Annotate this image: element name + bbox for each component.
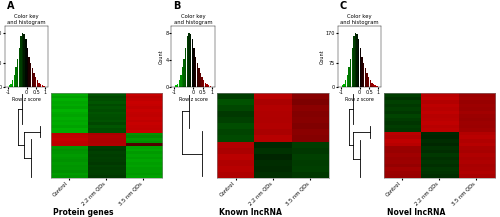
X-axis label: Row z score: Row z score [345,97,374,102]
Bar [370,80,371,87]
Bar [206,84,208,87]
Title: Color key
and histogram: Color key and histogram [8,14,46,25]
Bar [348,67,350,87]
Bar [346,75,348,87]
Bar [175,85,176,87]
Bar [27,48,28,87]
Bar [185,48,186,87]
Bar [355,33,356,87]
Bar [42,85,43,87]
Bar [363,63,364,87]
Bar [198,68,200,87]
Bar [202,77,203,87]
Bar [192,39,193,87]
Bar [177,84,178,87]
Bar [353,36,354,87]
X-axis label: Row z score: Row z score [12,97,41,102]
Bar [24,34,25,87]
Bar [374,85,376,87]
Bar [190,34,192,87]
Bar [376,86,378,87]
Bar [188,33,190,87]
Bar [373,84,374,87]
Bar [18,48,20,87]
Title: Color key
and histogram: Color key and histogram [174,14,212,25]
Bar [350,59,352,87]
Text: B: B [173,1,180,11]
Bar [182,67,183,87]
Bar [208,85,210,87]
Y-axis label: Count: Count [320,49,324,64]
Bar [32,68,33,87]
Bar [362,57,363,87]
Bar [17,59,18,87]
Bar [40,84,42,87]
Bar [203,80,204,87]
Text: Novel lncRNA: Novel lncRNA [388,208,446,217]
Bar [352,48,353,87]
Bar [360,48,361,87]
Bar [204,82,206,87]
Bar [10,84,12,87]
Bar [36,80,38,87]
Bar [184,59,185,87]
Bar [180,75,182,87]
Bar [371,82,372,87]
Bar [358,39,360,87]
Bar [200,73,201,87]
Bar [43,86,44,87]
Bar [25,39,26,87]
Bar [196,63,198,87]
Bar [38,82,40,87]
Text: A: A [6,1,14,11]
Text: C: C [340,1,346,11]
Bar [364,68,366,87]
Bar [356,34,358,87]
Bar [28,57,30,87]
Bar [210,86,211,87]
Bar [35,77,36,87]
Bar [22,33,24,87]
Bar [366,73,368,87]
Text: Known lncRNA: Known lncRNA [218,208,282,217]
Bar [368,77,370,87]
Text: Protein genes: Protein genes [54,208,114,217]
Bar [14,75,15,87]
Bar [193,48,194,87]
Title: Color key
and histogram: Color key and histogram [340,14,379,25]
Bar [195,57,196,87]
Bar [345,80,346,87]
Bar [344,84,345,87]
Bar [30,63,32,87]
Bar [12,80,14,87]
Bar [186,36,188,87]
X-axis label: Row z score: Row z score [178,97,208,102]
Bar [9,85,10,87]
Bar [342,85,343,87]
Bar [178,80,180,87]
Y-axis label: Count: Count [159,49,164,64]
Bar [20,36,21,87]
